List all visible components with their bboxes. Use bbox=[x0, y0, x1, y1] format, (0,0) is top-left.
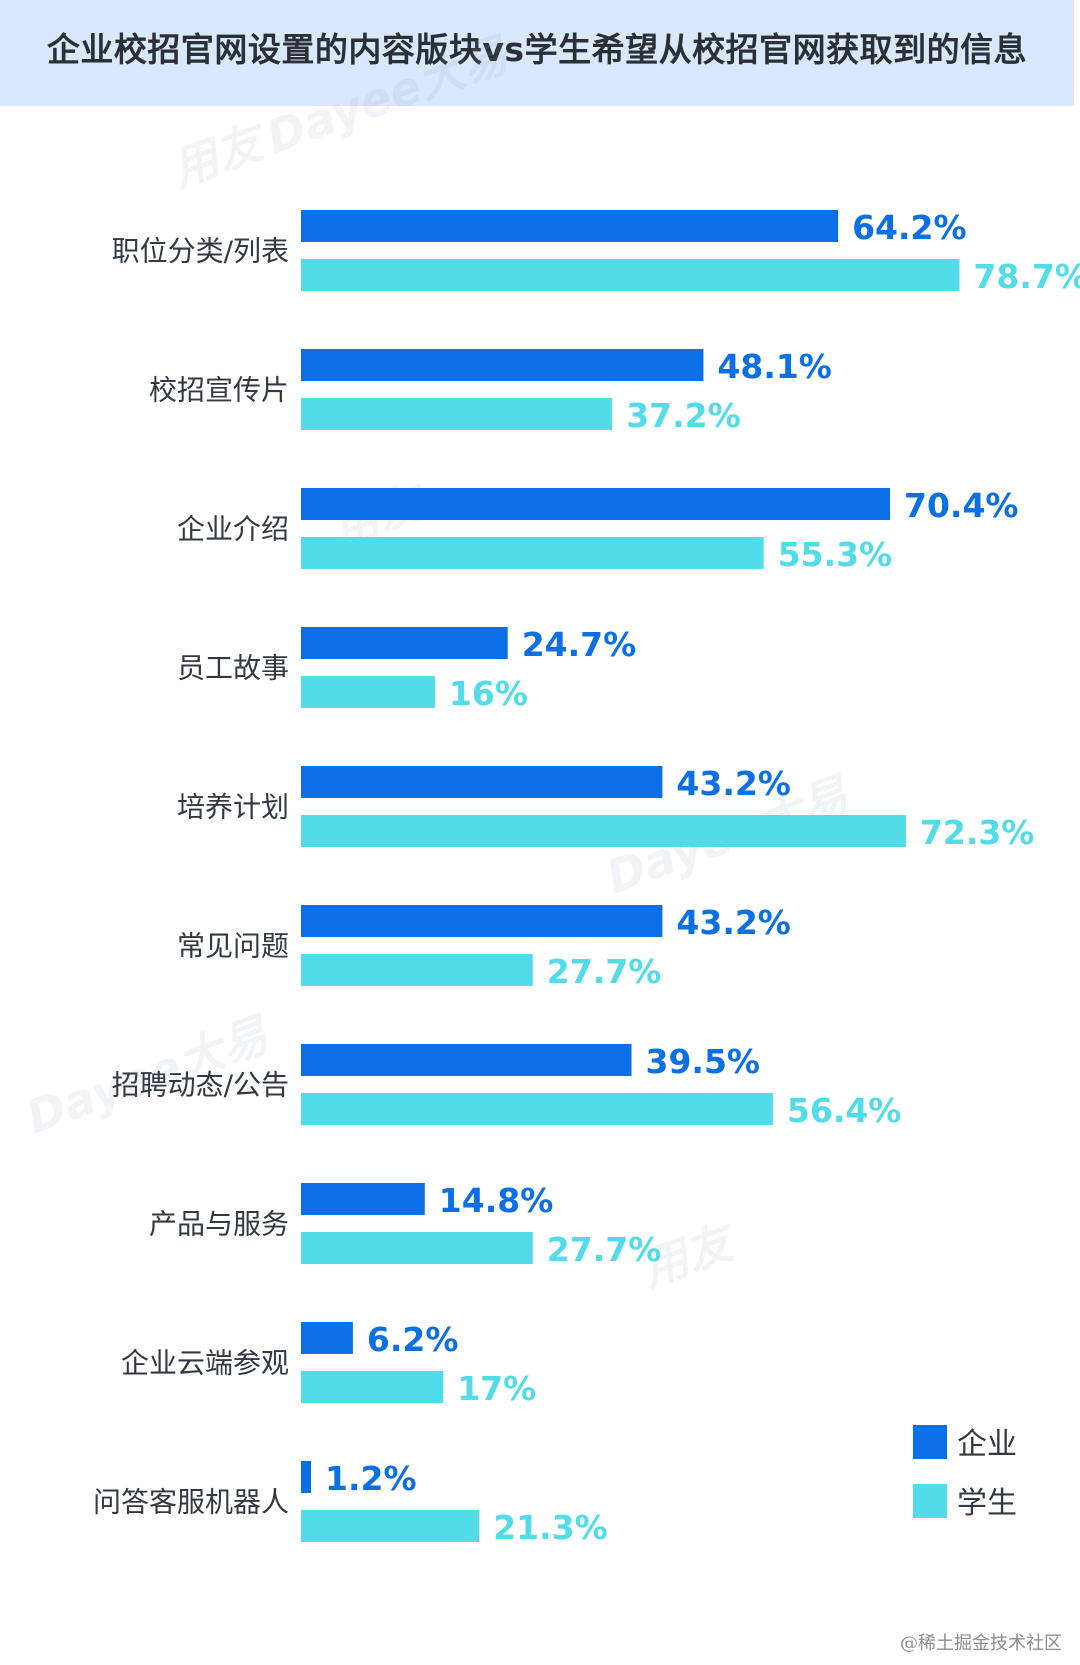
value-label-enterprise: 43.2% bbox=[676, 764, 791, 803]
bar-enterprise bbox=[301, 905, 663, 937]
value-label-student: 17% bbox=[457, 1369, 536, 1408]
value-label-student: 78.7% bbox=[973, 257, 1080, 296]
bar-student bbox=[301, 954, 533, 986]
bar-student bbox=[301, 1510, 480, 1542]
category-label: 问答客服机器人 bbox=[93, 1486, 289, 1519]
value-label-enterprise: 1.2% bbox=[325, 1459, 417, 1498]
category-label: 企业介绍 bbox=[177, 513, 289, 546]
value-label-student: 27.7% bbox=[547, 952, 662, 991]
bar-student bbox=[301, 398, 613, 430]
value-label-student: 55.3% bbox=[778, 535, 893, 574]
legend: 企业 学生 bbox=[913, 1425, 1017, 1521]
value-label-student: 72.3% bbox=[920, 813, 1035, 852]
value-label-student: 27.7% bbox=[547, 1230, 662, 1269]
legend-label-student: 学生 bbox=[957, 1486, 1017, 1521]
legend-swatch-enterprise bbox=[913, 1425, 947, 1459]
bar-enterprise bbox=[301, 627, 508, 659]
value-label-student: 56.4% bbox=[787, 1091, 902, 1130]
category-label: 职位分类/列表 bbox=[112, 235, 289, 268]
bar-student bbox=[301, 259, 960, 291]
bar-student bbox=[301, 1093, 773, 1125]
value-label-student: 21.3% bbox=[493, 1508, 608, 1547]
category-label: 培养计划 bbox=[177, 791, 289, 824]
bar-enterprise bbox=[301, 766, 663, 798]
bars-layer: 职位分类/列表 64.2%78.7% 校招宣传片 48.1% 37.2% 企业介绍 70.4… bbox=[93, 208, 1080, 1547]
bar-enterprise bbox=[301, 210, 839, 242]
value-label-enterprise: 64.2% bbox=[852, 208, 967, 247]
category-label: 企业云端参观 bbox=[121, 1347, 289, 1380]
legend-swatch-student bbox=[913, 1484, 947, 1518]
value-label-student: 16% bbox=[449, 674, 528, 713]
footer-credit: @稀土掘金技术社区 bbox=[900, 1633, 1062, 1654]
value-label-enterprise: 24.7% bbox=[522, 625, 637, 664]
bar-enterprise bbox=[301, 1461, 311, 1493]
category-label: 校招宣传片 bbox=[149, 374, 289, 407]
value-label-enterprise: 70.4% bbox=[904, 486, 1019, 525]
value-label-enterprise: 48.1% bbox=[717, 347, 832, 386]
bar-student bbox=[301, 1371, 444, 1403]
bar-enterprise bbox=[301, 1183, 425, 1215]
bar-enterprise bbox=[301, 1044, 632, 1076]
category-label: 产品与服务 bbox=[149, 1208, 289, 1241]
value-label-enterprise: 14.8% bbox=[439, 1181, 554, 1220]
legend-label-enterprise: 企业 bbox=[957, 1427, 1017, 1462]
title-bar bbox=[0, 0, 1074, 106]
category-label: 招聘动态/公告 bbox=[112, 1069, 289, 1102]
value-label-enterprise: 39.5% bbox=[646, 1042, 761, 1081]
bar-student bbox=[301, 537, 764, 569]
bar-student bbox=[301, 676, 435, 708]
bar-enterprise bbox=[301, 488, 890, 520]
bar-enterprise bbox=[301, 349, 704, 381]
value-label-enterprise: 43.2% bbox=[676, 903, 791, 942]
chart-title: 企业校招官网设置的内容版块vs学生希望从校招官网获取到的信息 bbox=[46, 30, 1028, 69]
category-label: 常见问题 bbox=[177, 930, 289, 963]
bar-student bbox=[301, 1232, 533, 1264]
category-label: 员工故事 bbox=[177, 652, 289, 685]
value-label-student: 37.2% bbox=[626, 396, 741, 435]
value-label-enterprise: 6.2% bbox=[367, 1320, 459, 1359]
bar-enterprise bbox=[301, 1322, 353, 1354]
bar-student bbox=[301, 815, 906, 847]
